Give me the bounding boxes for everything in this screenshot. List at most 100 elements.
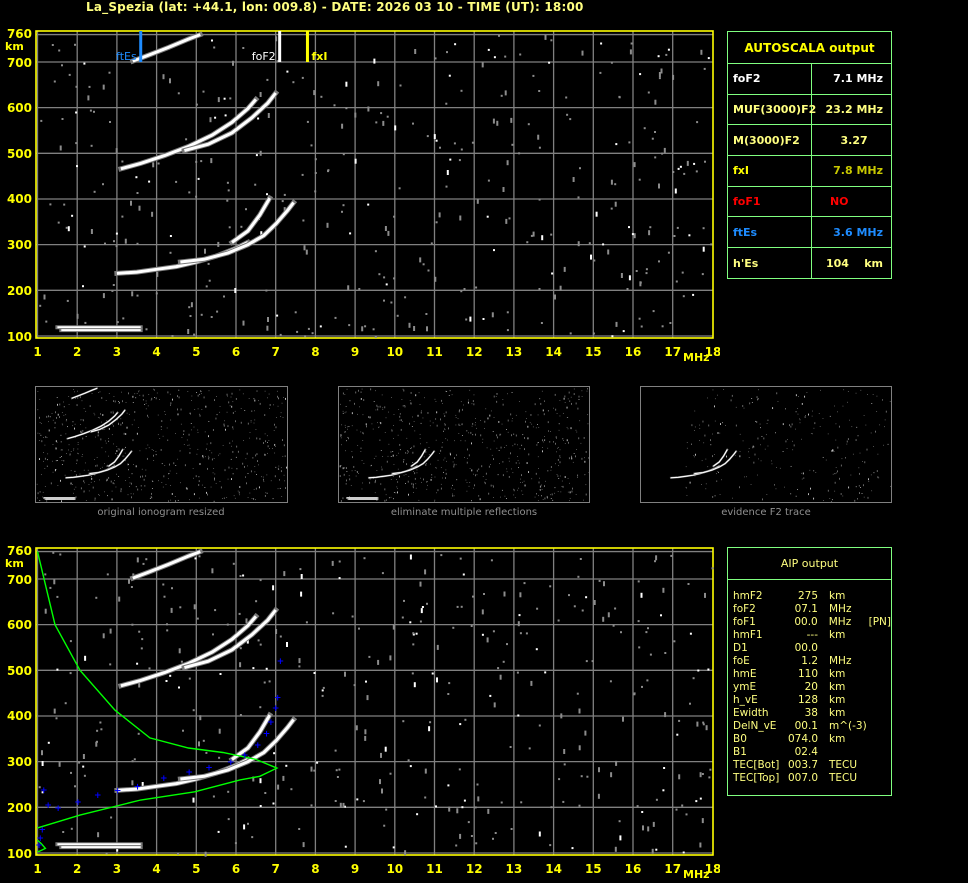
noise-dot [543,413,545,416]
noise-dot [232,440,233,442]
noise-dot [240,225,243,228]
noise-dot [867,478,869,481]
noise-dot [549,844,552,847]
noise-dot [500,94,503,97]
thumb-trace [411,449,426,467]
noise-dot [367,203,370,206]
noise-dot [214,609,217,612]
noise-dot [422,263,425,266]
noise-dot [412,643,415,646]
noise-dot [437,459,439,461]
noise-dot [814,422,816,425]
noise-dot [506,498,507,499]
noise-dot [758,458,759,460]
noise-dot [484,482,486,485]
noise-dot [667,48,670,51]
noise-dot [402,720,405,723]
noise-dot [756,396,758,399]
noise-dot [408,475,410,477]
noise-dot [231,445,232,447]
noise-dot [857,498,858,500]
noise-dot [281,496,283,497]
noise-dot [280,467,282,469]
noise-dot [785,440,787,443]
noise-dot [194,557,197,560]
autoscala-param-value: 7.1 MHz [833,72,883,86]
noise-dot [234,842,237,845]
noise-dot [134,411,136,413]
noise-dot [302,219,305,222]
noise-dot [549,441,551,443]
noise-dot [459,409,460,412]
noise-dot [155,292,158,295]
noise-dot [146,457,148,460]
noise-dot [393,463,395,465]
noise-dot [469,316,472,322]
noise-dot [82,419,84,422]
noise-dot [516,671,519,674]
noise-dot [449,158,452,161]
noise-dot [699,440,700,442]
noise-dot [524,484,526,487]
noise-dot [798,396,799,397]
noise-dot [51,44,54,46]
noise-dot [281,439,283,441]
noise-dot [515,462,517,464]
noise-dot [801,472,803,474]
noise-dot [532,74,535,77]
noise-dot [832,449,834,452]
noise-dot [132,395,134,398]
noise-dot [276,390,278,392]
noise-dot [162,74,165,80]
x-tick-label: 17 [664,345,681,359]
noise-dot [564,476,566,478]
x-tick-label: 17 [664,862,681,876]
noise-dot [71,214,74,217]
noise-dot [566,426,568,428]
noise-dot [170,499,172,501]
noise-dot [197,408,199,410]
noise-dot [445,469,447,471]
noise-dot [133,419,135,421]
noise-dot [714,420,716,422]
noise-dot [471,500,472,502]
noise-dot [439,146,441,149]
noise-dot [65,433,67,435]
noise-dot [79,396,81,399]
noise-dot [654,131,656,133]
noise-dot [563,763,566,766]
noise-dot [334,749,337,752]
noise-dot [435,467,437,469]
noise-dot [512,472,514,474]
noise-dot [763,437,765,440]
noise-dot [577,474,579,477]
noise-dot [579,420,581,422]
noise-dot [679,165,682,168]
noise-dot [858,467,860,469]
noise-dot [185,487,187,489]
noise-dot [256,474,257,475]
noise-dot [159,438,161,439]
noise-dot [196,453,198,455]
noise-dot [142,394,144,397]
noise-dot [216,414,218,416]
noise-dot [143,478,145,481]
x-tick-label: 13 [506,862,523,876]
noise-dot [479,498,481,501]
noise-dot [711,567,714,570]
noise-dot [380,483,382,485]
noise-dot [424,796,427,799]
noise-dot [77,397,79,399]
noise-dot [227,425,229,428]
noise-dot [179,606,182,609]
noise-dot [37,409,39,411]
noise-dot [411,426,413,427]
noise-dot [517,489,518,491]
noise-dot [363,557,366,560]
noise-dot [307,327,310,330]
noise-dot [829,498,831,499]
noise-dot [75,142,78,145]
noise-dot [399,449,401,451]
noise-dot [57,460,58,461]
noise-dot [442,477,443,479]
